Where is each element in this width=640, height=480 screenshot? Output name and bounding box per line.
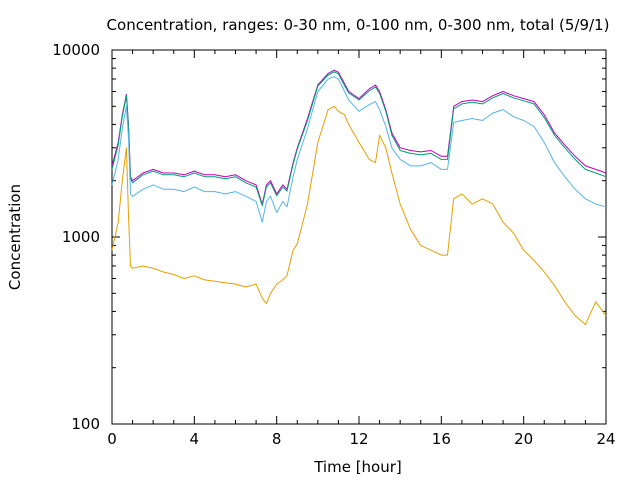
series-group: [111, 69, 607, 326]
x-tick-label: 4: [190, 430, 200, 448]
x-tick-label: 8: [272, 430, 282, 448]
series-line-4: [111, 105, 607, 326]
y-tick-label: 1000: [62, 228, 100, 246]
y-tick-label: 100: [71, 415, 100, 433]
x-tick-label: 12: [349, 430, 368, 448]
x-tick-label: 20: [514, 430, 533, 448]
x-tick-label: 0: [107, 430, 117, 448]
x-axis-label: Time [hour]: [313, 458, 402, 476]
y-axis-label: Concentration: [6, 184, 24, 290]
series-line-2: [111, 71, 607, 207]
series-line-1: [111, 69, 607, 205]
y-tick-label: 10000: [52, 41, 100, 59]
x-tick-label: 24: [596, 430, 615, 448]
axis-ticks: 0 4 8 12 16 20 24 100 1000 10000: [52, 41, 615, 448]
chart-title: Concentration, ranges: 0-30 nm, 0-100 nm…: [107, 16, 610, 34]
x-tick-label: 16: [432, 430, 451, 448]
plot-frame: [111, 49, 607, 425]
series-line-3: [111, 76, 607, 223]
